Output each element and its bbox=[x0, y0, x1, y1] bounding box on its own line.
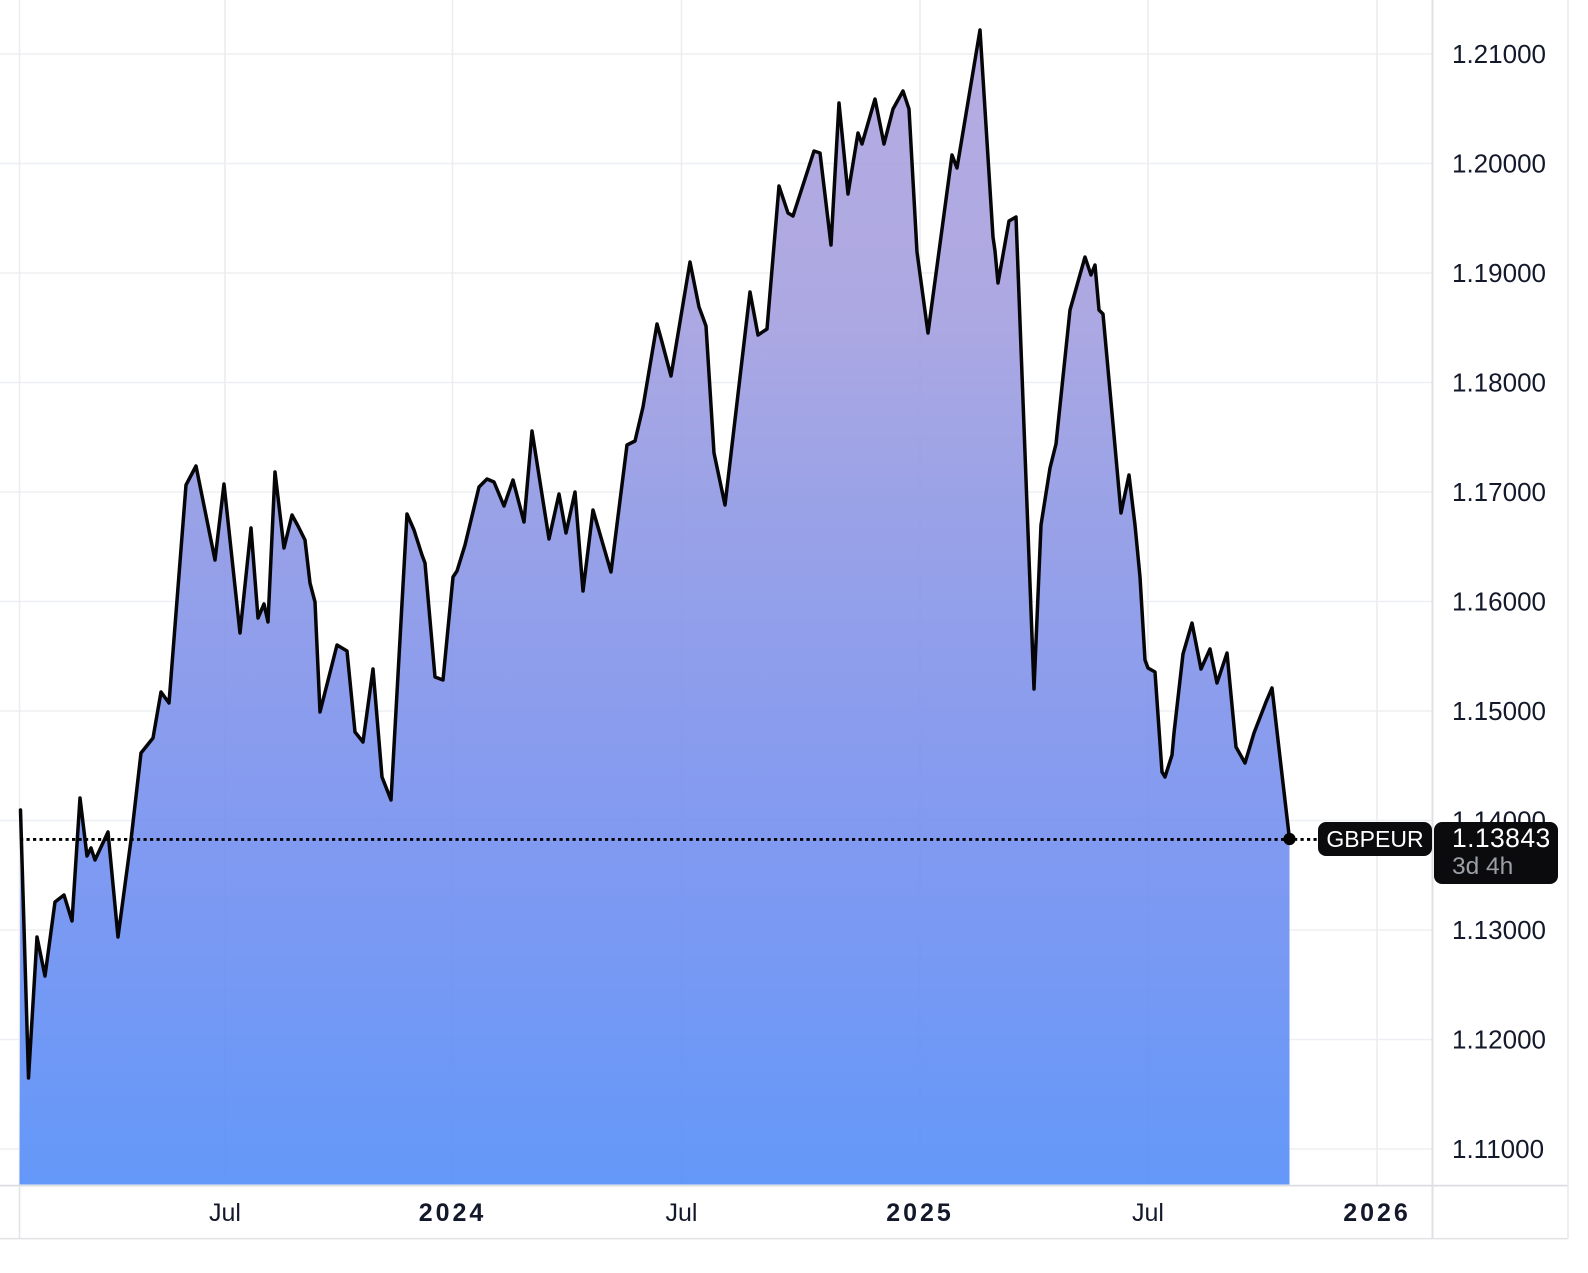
svg-text:1.17000: 1.17000 bbox=[1452, 477, 1546, 507]
svg-text:1.12000: 1.12000 bbox=[1452, 1025, 1546, 1055]
svg-text:Jul: Jul bbox=[1132, 1199, 1164, 1227]
svg-text:Jul: Jul bbox=[666, 1199, 698, 1227]
svg-text:1.16000: 1.16000 bbox=[1452, 587, 1546, 617]
svg-text:1.11000: 1.11000 bbox=[1452, 1134, 1544, 1164]
svg-text:GBPEUR: GBPEUR bbox=[1326, 826, 1423, 852]
svg-text:2024: 2024 bbox=[419, 1199, 487, 1227]
svg-text:1.19000: 1.19000 bbox=[1452, 258, 1546, 288]
svg-text:2025: 2025 bbox=[886, 1199, 954, 1227]
svg-text:Jul: Jul bbox=[209, 1199, 241, 1227]
svg-text:1.21000: 1.21000 bbox=[1452, 39, 1546, 69]
svg-text:1.13843: 1.13843 bbox=[1452, 823, 1551, 853]
svg-text:1.18000: 1.18000 bbox=[1452, 368, 1546, 398]
svg-text:1.15000: 1.15000 bbox=[1452, 696, 1546, 726]
svg-text:1.13000: 1.13000 bbox=[1452, 915, 1546, 945]
svg-text:1.20000: 1.20000 bbox=[1452, 149, 1546, 179]
svg-text:3d 4h: 3d 4h bbox=[1452, 853, 1513, 880]
svg-text:2026: 2026 bbox=[1343, 1199, 1411, 1227]
